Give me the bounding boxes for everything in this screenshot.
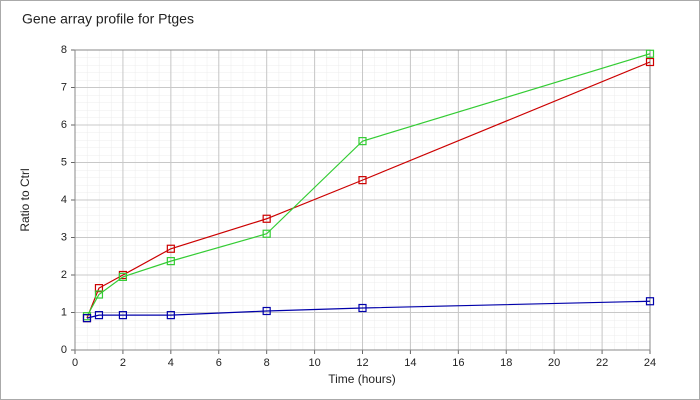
data-point: [82, 314, 92, 323]
data-point: [358, 176, 367, 185]
data-point: [94, 284, 104, 293]
data-point: [645, 57, 655, 67]
y-tick-label: 4: [61, 194, 67, 206]
data-point: [262, 229, 271, 238]
data-point: [94, 290, 104, 299]
data-point: [166, 257, 175, 266]
x-tick-label: 22: [596, 357, 608, 369]
x-axis-title: Time (hours): [328, 372, 396, 386]
data-point: [645, 297, 655, 306]
x-tick-label: 6: [216, 357, 222, 369]
x-tick-label: 0: [72, 357, 78, 369]
data-point: [94, 311, 104, 320]
data-point: [645, 49, 655, 58]
y-tick-label: 7: [61, 81, 67, 93]
x-tick-label: 10: [308, 357, 320, 369]
y-tick-label: 5: [61, 156, 67, 168]
y-tick-label: 0: [61, 344, 67, 356]
x-tick-label: 4: [168, 357, 174, 369]
series-line: [86, 300, 651, 319]
plot-border: [74, 49, 651, 351]
x-tick-label: 24: [644, 357, 656, 369]
x-tick-label: 12: [356, 357, 368, 369]
y-axis-title: Ratio to Ctrl: [18, 168, 32, 231]
y-tick-label: 1: [61, 306, 67, 318]
y-tick-label: 6: [61, 119, 67, 131]
series-line: [86, 61, 651, 319]
y-tick-label: 3: [61, 231, 67, 243]
chart-title: Gene array profile for Ptges: [22, 11, 194, 27]
data-point: [118, 311, 128, 320]
data-point: [358, 137, 367, 146]
y-tick-label: 2: [61, 269, 67, 281]
x-tick-label: 20: [548, 357, 560, 369]
data-point: [118, 272, 128, 281]
x-tick-label: 18: [500, 357, 512, 369]
data-point: [358, 303, 367, 313]
data-point: [262, 306, 271, 316]
x-tick-label: 2: [120, 357, 126, 369]
data-point: [166, 311, 175, 320]
y-tick-label: 8: [61, 44, 67, 56]
x-tick-label: 8: [264, 357, 270, 369]
series-line: [86, 53, 651, 317]
x-tick-label: 14: [404, 357, 416, 369]
data-point: [166, 244, 175, 253]
data-point: [262, 214, 271, 223]
x-tick-label: 16: [452, 357, 464, 369]
